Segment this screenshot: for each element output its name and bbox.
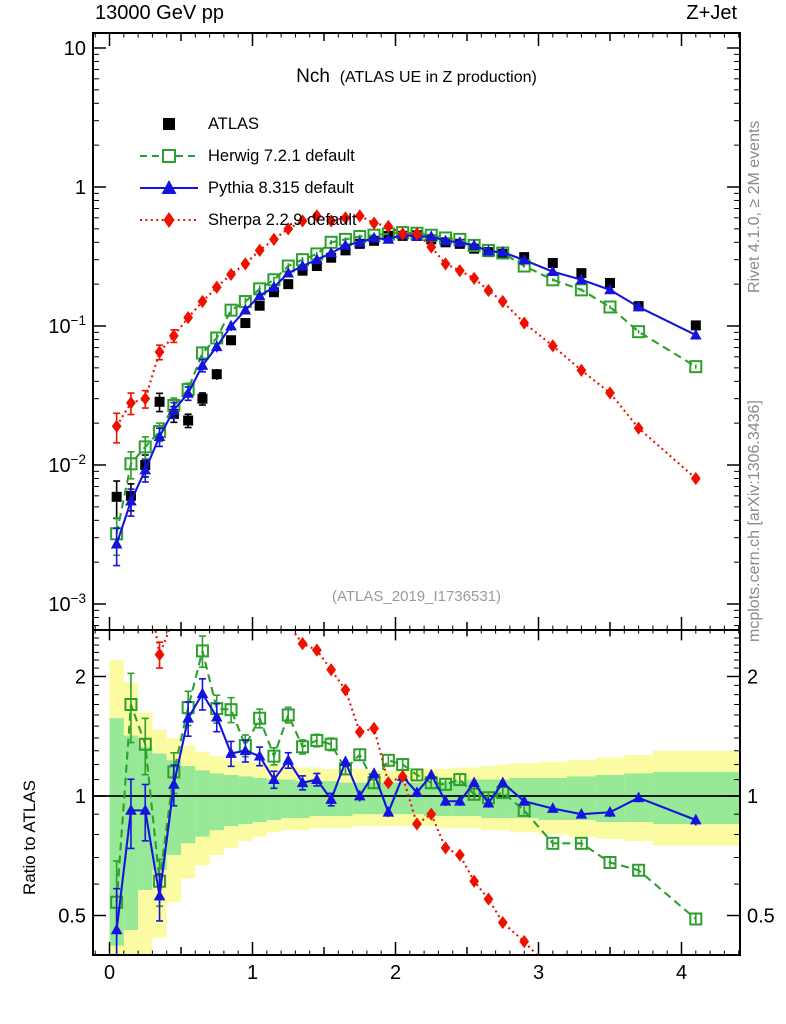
beam-energy-label: 13000 GeV pp <box>95 2 224 24</box>
series-herwig <box>110 635 703 954</box>
legend-item-pythia: Pythia 8.315 default <box>138 172 357 204</box>
svg-text:0: 0 <box>104 962 115 984</box>
svg-text:4: 4 <box>676 962 687 984</box>
plot-title: Nch (ATLAS UE in Z production) <box>93 66 740 88</box>
svg-text:0.5: 0.5 <box>747 906 775 928</box>
mcplots-reference-note: mcplots.cern.ch [arXiv:1306.3436] <box>746 400 763 642</box>
svg-text:1: 1 <box>75 177 86 199</box>
legend-label: Sherpa 2.2.9 default <box>208 210 357 229</box>
pythia-marker-icon <box>140 180 198 194</box>
svg-text:1: 1 <box>747 786 758 808</box>
legend: ATLAS Herwig 7.2.1 default Pythia 8.315 … <box>138 108 357 236</box>
svg-text:2: 2 <box>75 666 86 688</box>
analysis-id-watermark: (ATLAS_2019_I1736531) <box>331 588 501 605</box>
svg-text:0.5: 0.5 <box>58 906 86 928</box>
uncertainty-bands <box>109 660 739 954</box>
series-atlas <box>111 230 701 520</box>
series-sherpa <box>154 631 538 954</box>
svg-text:10−3: 10−3 <box>48 591 86 616</box>
svg-text:10−1: 10−1 <box>48 313 86 338</box>
legend-label: Pythia 8.315 default <box>208 178 354 197</box>
process-label: Z+Jet <box>686 2 737 24</box>
analysis-subtitle: (ATLAS UE in Z production) <box>339 69 537 86</box>
svg-text:10−2: 10−2 <box>48 452 86 477</box>
observable-name: Nch <box>296 66 330 87</box>
sherpa-marker-icon <box>140 212 198 228</box>
svg-text:2: 2 <box>390 962 401 984</box>
rivet-version-note: Rivet 4.1.0, ≥ 2M events <box>746 120 763 293</box>
atlas-marker-icon <box>163 118 175 130</box>
legend-label: ATLAS <box>208 114 260 133</box>
series-pythia <box>110 678 702 954</box>
series-sherpa <box>111 209 701 486</box>
axis-ticks <box>93 33 740 955</box>
svg-text:3: 3 <box>533 962 544 984</box>
svg-text:2: 2 <box>747 666 758 688</box>
legend-item-sherpa: Sherpa 2.2.9 default <box>138 204 357 236</box>
axis-tick-labels: 10 1 10−1 10−2 10−3 2 2 1 1 0.5 0.5 0 1 2 3 4 <box>48 38 774 984</box>
legend-label: Herwig 7.2.1 default <box>208 146 355 165</box>
ratio-panel-frame <box>92 629 741 956</box>
svg-text:1: 1 <box>247 962 258 984</box>
legend-item-herwig: Herwig 7.2.1 default <box>138 140 357 172</box>
legend-item-atlas: ATLAS <box>138 108 357 140</box>
svg-text:10: 10 <box>64 38 86 60</box>
svg-text:1: 1 <box>75 786 86 808</box>
herwig-marker-icon <box>140 149 198 163</box>
ratio-axis-title: Ratio to ATLAS <box>20 780 39 895</box>
